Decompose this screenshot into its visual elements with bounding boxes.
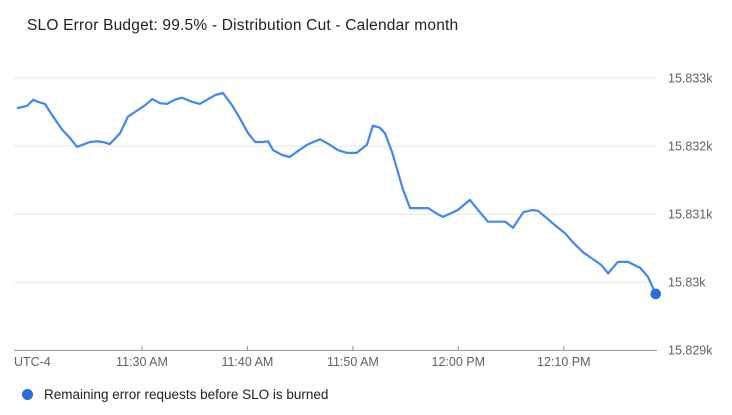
x-axis-timezone-label: UTC-4: [14, 355, 51, 369]
x-axis-label: 11:40 AM: [221, 355, 273, 369]
y-axis-label: 15.833k: [668, 71, 713, 85]
series-line: [16, 91, 657, 295]
x-axis-label: 11:50 AM: [327, 355, 379, 369]
series-end-dot-icon: [650, 288, 661, 300]
legend-series-label: Remaining error requests before SLO is b…: [44, 387, 329, 402]
x-axis-label: 12:00 PM: [432, 355, 486, 369]
chart-title: SLO Error Budget: 99.5% - Distribution C…: [27, 17, 459, 34]
y-axis-label: 15.829k: [668, 344, 713, 358]
x-axis-label: 12:10 PM: [537, 355, 591, 369]
line-chart-plot: 15.833k 15.832k 15.831k 15.83k 15.829k 11:30 …: [14, 71, 713, 369]
y-axis-label: 15.83k: [668, 276, 706, 290]
y-axis-label: 15.831k: [668, 208, 713, 222]
y-axis-label: 15.832k: [668, 139, 713, 153]
x-axis-label: 11:30 AM: [116, 355, 168, 369]
legend-item[interactable]: Remaining error requests before SLO is b…: [22, 387, 328, 402]
legend-series-dot-icon: [22, 389, 33, 400]
